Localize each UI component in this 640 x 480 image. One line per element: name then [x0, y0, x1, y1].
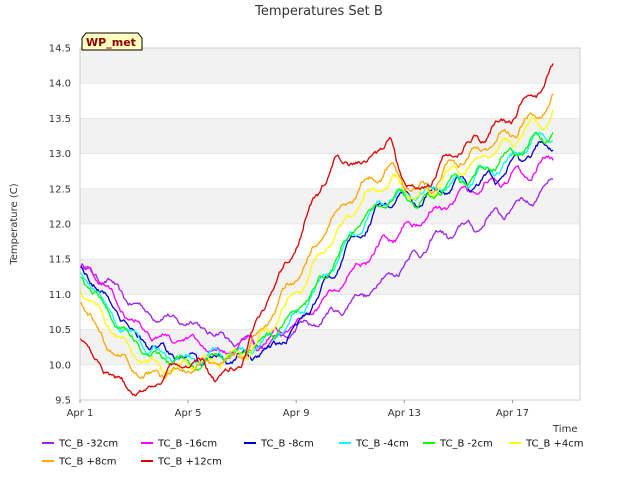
legend-entry-label: TC_B +8cm — [58, 457, 117, 468]
plot-band — [80, 364, 580, 400]
station-badge-label: WP_met — [86, 36, 136, 49]
legend-entry-label: TC_B +12cm — [157, 457, 222, 468]
y-tick-label: 14.0 — [49, 79, 71, 90]
x-tick-label: Apr 13 — [388, 408, 421, 419]
y-axis-ticks: 9.5 10.0 10.5 11.0 11.5 12.0 12.5 13.0 13.5 14.0 1… — [49, 44, 71, 407]
legend: TC_B -32cm TC_B -16cm TC_B -8cm TC_B -4cm TC… — [42, 439, 584, 468]
plot-band — [80, 329, 580, 365]
y-tick-label: 10.5 — [49, 325, 71, 336]
x-axis-label: Time — [552, 424, 577, 435]
series-line — [79, 178, 554, 350]
x-tick-label: Apr 9 — [283, 408, 310, 419]
y-tick-label: 12.0 — [49, 220, 71, 231]
y-tick-label: 13.0 — [49, 149, 71, 160]
series-line — [79, 109, 554, 376]
plot-background — [80, 48, 580, 400]
plot-band — [80, 188, 580, 224]
y-axis-label: Temperature (C) — [9, 183, 20, 265]
legend-entry-label: TC_B +4cm — [525, 439, 584, 450]
x-tick-label: Apr 5 — [175, 408, 202, 419]
y-tick-label: 12.5 — [49, 184, 71, 195]
station-badge: WP_met — [81, 32, 143, 51]
chart-title: Temperatures Set B — [254, 4, 383, 19]
legend-entry-label: TC_B -32cm — [58, 439, 118, 450]
plot-band — [80, 294, 580, 330]
series-lines — [79, 63, 554, 397]
plot-band — [80, 224, 580, 260]
series-line — [79, 131, 554, 371]
y-tick-label: 13.5 — [49, 114, 71, 125]
legend-entry-label: TC_B -2cm — [439, 439, 493, 450]
plot-band — [80, 48, 580, 84]
legend-entry-label: TC_B -8cm — [260, 439, 314, 450]
y-tick-label: 11.0 — [49, 290, 71, 301]
plot-band — [80, 118, 580, 154]
x-tick-label: Apr 1 — [67, 408, 94, 419]
y-tick-label: 10.0 — [49, 360, 71, 371]
series-line — [79, 140, 554, 367]
y-tick-label: 11.5 — [49, 255, 71, 266]
station-badge-shape — [81, 32, 143, 51]
y-tick-label: 14.5 — [49, 44, 71, 55]
x-tick-label: Apr 17 — [496, 408, 529, 419]
legend-entry-label: TC_B -16cm — [157, 439, 217, 450]
series-line — [79, 63, 554, 397]
plot-frame — [79, 47, 581, 401]
plot-band — [80, 83, 580, 119]
series-line — [79, 93, 554, 380]
legend-entry-label: TC_B -4cm — [355, 439, 409, 450]
series-line — [79, 155, 554, 355]
x-axis-ticks: Apr 1 Apr 5 Apr 9 Apr 13 Apr 17 — [67, 400, 529, 419]
y-tick-label: 9.5 — [55, 396, 71, 407]
